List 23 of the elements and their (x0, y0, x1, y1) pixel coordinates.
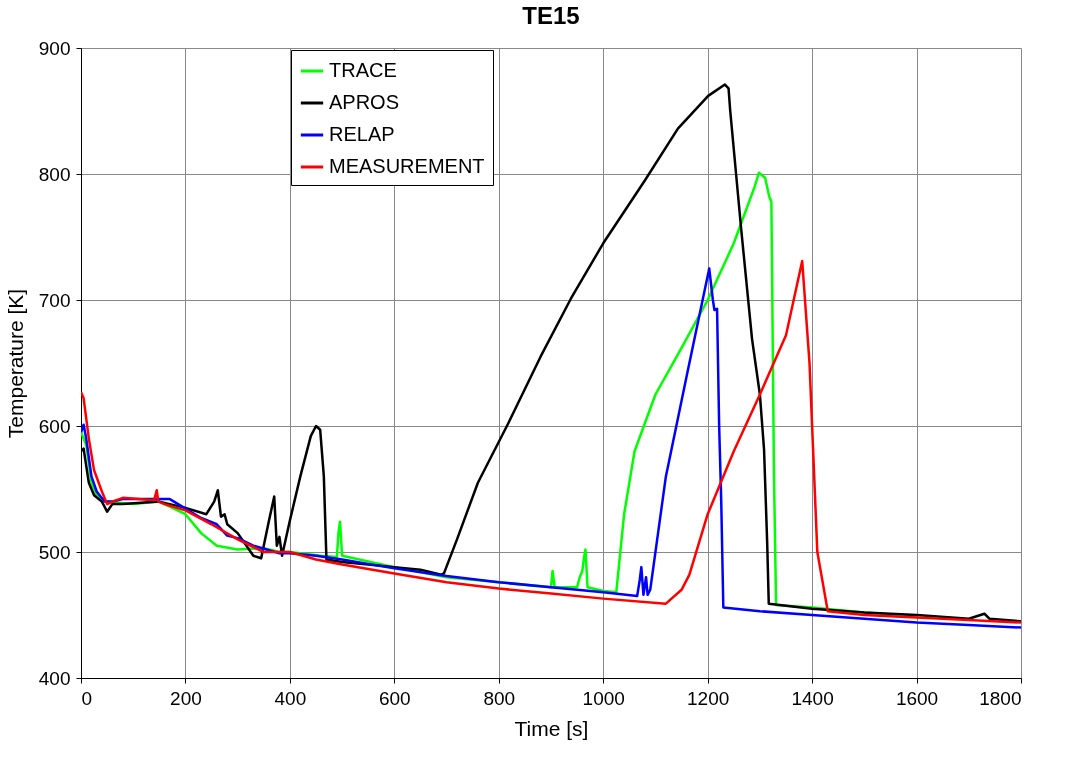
x-tick-label: 800 (483, 687, 516, 709)
legend-label: MEASUREMENT (329, 155, 485, 177)
y-tick-label: 600 (38, 415, 71, 437)
x-axis-title: Time [s] (514, 716, 589, 740)
y-axis-title: Temperature [K] (3, 288, 27, 439)
y-tick-label: 500 (38, 541, 71, 563)
x-tick-label: 400 (274, 687, 307, 709)
x-tick-label: 1000 (582, 687, 625, 709)
legend-label: APROS (329, 91, 400, 113)
x-tick-label: 1800 (979, 687, 1022, 709)
y-tick-label: 800 (38, 163, 71, 185)
x-tick-label: 1600 (895, 687, 939, 709)
x-tick-label: 1400 (791, 687, 834, 709)
y-tick-label: 400 (38, 667, 71, 689)
x-tick-label: 1200 (687, 687, 730, 709)
legend-label: TRACE (329, 59, 397, 81)
x-tick-label: 200 (170, 687, 202, 709)
y-tick-label: 700 (38, 289, 71, 311)
x-tick-label: 0 (81, 687, 93, 709)
x-tick-label: 600 (378, 687, 411, 709)
y-tick-label: 900 (38, 37, 71, 59)
chart-title: TE15 (522, 2, 580, 29)
legend-label: RELAP (329, 123, 395, 145)
